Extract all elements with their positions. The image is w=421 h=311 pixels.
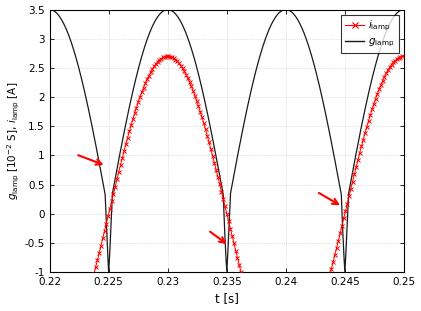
Y-axis label: $g_{\rm lamp}$ $[10^{-2}$ S], $i_{\rm lamp}$ [A]: $g_{\rm lamp}$ $[10^{-2}$ S], $i_{\rm la… <box>5 82 22 200</box>
Legend: $i_{\rm lamp}$, $g_{\rm lamp}$: $i_{\rm lamp}$, $g_{\rm lamp}$ <box>341 15 399 53</box>
X-axis label: t [s]: t [s] <box>215 292 239 305</box>
